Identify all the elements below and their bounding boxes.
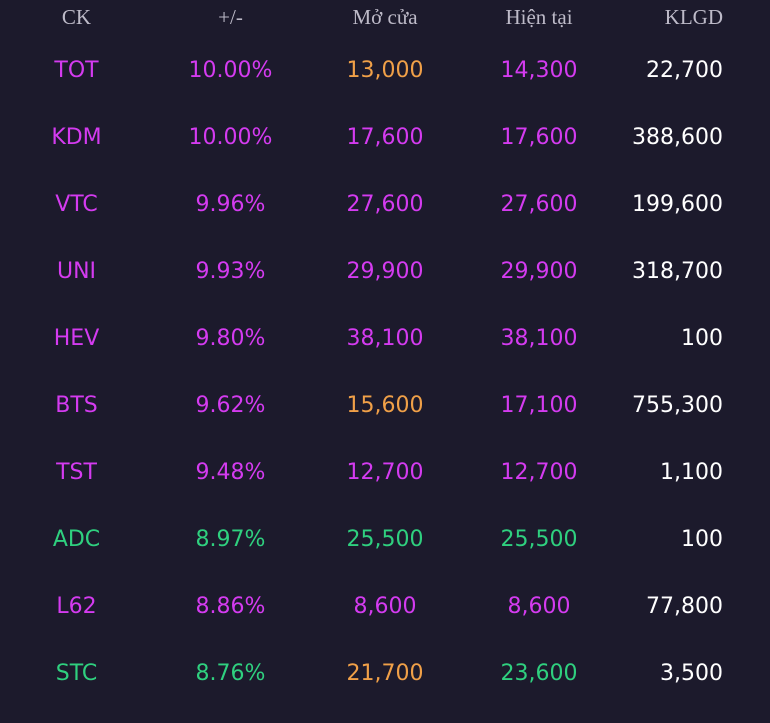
header-volume[interactable]: KLGD xyxy=(664,5,723,29)
symbol-cell: ADC xyxy=(52,527,101,552)
current-price-cell: 29,900 xyxy=(500,259,578,284)
open-price-cell: 8,600 xyxy=(353,594,417,619)
current-price-cell: 12,700 xyxy=(500,460,578,485)
header-change[interactable]: +/- xyxy=(218,5,243,29)
change-cell: 9.62% xyxy=(195,393,266,418)
header-symbol[interactable]: CK xyxy=(61,5,92,29)
current-price-cell: 23,600 xyxy=(500,661,578,686)
header-open-price[interactable]: Mở cửa xyxy=(352,5,418,29)
table-row[interactable]: L62 8.86% 8,600 8,600 77,800 xyxy=(0,575,770,642)
change-cell: 9.93% xyxy=(195,259,266,284)
symbol-cell: TST xyxy=(56,460,97,485)
table-row[interactable]: TST 9.48% 12,700 12,700 1,100 xyxy=(0,441,770,508)
change-cell: 8.76% xyxy=(195,661,266,686)
open-price-cell: 15,600 xyxy=(346,393,424,418)
volume-cell: 100 xyxy=(681,527,723,552)
current-price-cell: 17,600 xyxy=(500,125,578,150)
current-price-cell: 25,500 xyxy=(500,527,578,552)
volume-cell: 3,500 xyxy=(660,661,723,686)
open-price-cell: 12,700 xyxy=(346,460,424,485)
volume-cell: 100 xyxy=(681,326,723,351)
change-cell: 8.86% xyxy=(195,594,266,619)
volume-cell: 388,600 xyxy=(632,125,723,150)
volume-cell: 318,700 xyxy=(632,259,723,284)
volume-cell: 199,600 xyxy=(632,192,723,217)
open-price-cell: 25,500 xyxy=(346,527,424,552)
symbol-cell: HEV xyxy=(53,326,100,351)
change-cell: 9.96% xyxy=(195,192,266,217)
table-row[interactable]: VTC 9.96% 27,600 27,600 199,600 xyxy=(0,173,770,240)
current-price-cell: 17,100 xyxy=(500,393,578,418)
current-price-cell: 38,100 xyxy=(500,326,578,351)
volume-cell: 22,700 xyxy=(646,58,723,83)
current-price-cell: 14,300 xyxy=(500,58,578,83)
volume-cell: 755,300 xyxy=(632,393,723,418)
change-cell: 8.97% xyxy=(195,527,266,552)
header-current-price[interactable]: Hiện tại xyxy=(505,5,573,29)
table-row[interactable]: BTS 9.62% 15,600 17,100 755,300 xyxy=(0,374,770,441)
volume-cell: 77,800 xyxy=(646,594,723,619)
symbol-cell: KDM xyxy=(51,125,102,150)
change-cell: 10.00% xyxy=(188,58,273,83)
open-price-cell: 21,700 xyxy=(346,661,424,686)
open-price-cell: 29,900 xyxy=(346,259,424,284)
table-body: TOT 10.00% 13,000 14,300 22,700 KDM 10.00% 17,6… xyxy=(0,39,770,709)
open-price-cell: 17,600 xyxy=(346,125,424,150)
symbol-cell: VTC xyxy=(55,192,98,217)
table-row[interactable]: HEV 9.80% 38,100 38,100 100 xyxy=(0,307,770,374)
change-cell: 9.80% xyxy=(195,326,266,351)
open-price-cell: 38,100 xyxy=(346,326,424,351)
symbol-cell: TOT xyxy=(54,58,99,83)
table-row[interactable]: STC 8.76% 21,700 23,600 3,500 xyxy=(0,642,770,709)
table-row[interactable]: ADC 8.97% 25,500 25,500 100 xyxy=(0,508,770,575)
volume-cell: 1,100 xyxy=(660,460,723,485)
symbol-cell: UNI xyxy=(56,259,97,284)
change-cell: 9.48% xyxy=(195,460,266,485)
open-price-cell: 13,000 xyxy=(346,58,424,83)
current-price-cell: 8,600 xyxy=(507,594,571,619)
table-header: CK +/- Mở cửa Hiện tại KLGD xyxy=(0,0,770,36)
table-row[interactable]: KDM 10.00% 17,600 17,600 388,600 xyxy=(0,106,770,173)
current-price-cell: 27,600 xyxy=(500,192,578,217)
symbol-cell: STC xyxy=(55,661,98,686)
change-cell: 10.00% xyxy=(188,125,273,150)
table-row[interactable]: UNI 9.93% 29,900 29,900 318,700 xyxy=(0,240,770,307)
open-price-cell: 27,600 xyxy=(346,192,424,217)
symbol-cell: BTS xyxy=(55,393,98,418)
table-row[interactable]: TOT 10.00% 13,000 14,300 22,700 xyxy=(0,39,770,106)
symbol-cell: L62 xyxy=(56,594,97,619)
